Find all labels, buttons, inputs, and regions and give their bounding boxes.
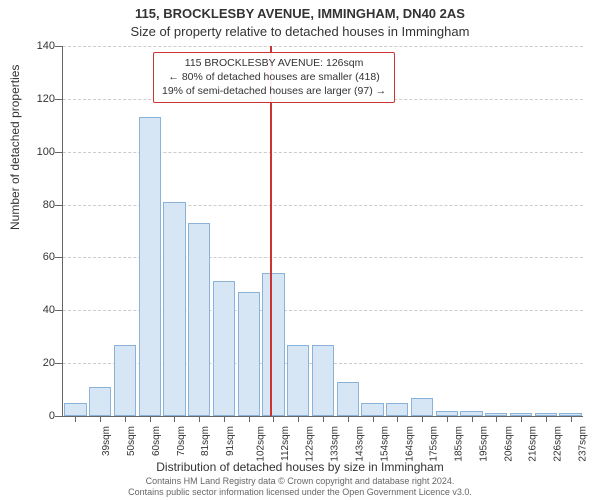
y-tick xyxy=(55,99,63,100)
callout-line: 19% of semi-detached houses are larger (… xyxy=(162,84,386,98)
x-tick-label: 216sqm xyxy=(528,426,539,462)
y-tick-label: 140 xyxy=(25,40,55,52)
x-tick-label: 60sqm xyxy=(151,426,162,456)
histogram-bar xyxy=(337,382,359,416)
x-tick xyxy=(150,416,151,422)
x-tick xyxy=(496,416,497,422)
x-tick-label: 185sqm xyxy=(454,426,465,462)
callout-box: 115 BROCKLESBY AVENUE: 126sqm← 80% of de… xyxy=(153,52,395,103)
x-tick xyxy=(447,416,448,422)
footer-line-1: Contains HM Land Registry data © Crown c… xyxy=(0,476,600,487)
x-tick xyxy=(397,416,398,422)
x-tick xyxy=(546,416,547,422)
footer-line-2: Contains public sector information licen… xyxy=(0,487,600,498)
histogram-bar xyxy=(89,387,111,416)
y-tick-label: 0 xyxy=(25,410,55,422)
y-tick xyxy=(55,257,63,258)
x-tick xyxy=(373,416,374,422)
histogram-bar xyxy=(361,403,383,416)
x-tick xyxy=(125,416,126,422)
x-tick-label: 154sqm xyxy=(379,426,390,462)
y-axis-title: Number of detached properties xyxy=(8,65,22,230)
x-tick xyxy=(174,416,175,422)
histogram-bar xyxy=(238,292,260,416)
x-tick xyxy=(298,416,299,422)
histogram-bar xyxy=(188,223,210,416)
chart-footer: Contains HM Land Registry data © Crown c… xyxy=(0,476,600,498)
y-tick xyxy=(55,310,63,311)
x-tick-label: 91sqm xyxy=(225,426,236,456)
x-tick-label: 39sqm xyxy=(101,426,112,456)
y-tick xyxy=(55,363,63,364)
x-tick-label: 164sqm xyxy=(404,426,415,462)
histogram-bar xyxy=(163,202,185,416)
x-tick xyxy=(472,416,473,422)
x-tick xyxy=(323,416,324,422)
y-tick-label: 100 xyxy=(25,146,55,158)
histogram-bar xyxy=(114,345,136,416)
x-tick xyxy=(249,416,250,422)
x-tick xyxy=(273,416,274,422)
gridline xyxy=(63,46,583,47)
x-tick-label: 237sqm xyxy=(577,426,588,462)
chart-title-sub: Size of property relative to detached ho… xyxy=(0,24,600,39)
x-tick-label: 206sqm xyxy=(503,426,514,462)
histogram-bar xyxy=(262,273,284,416)
y-tick xyxy=(55,416,63,417)
y-tick xyxy=(55,46,63,47)
y-tick xyxy=(55,205,63,206)
x-tick-label: 50sqm xyxy=(126,426,137,456)
x-tick xyxy=(100,416,101,422)
y-tick-label: 80 xyxy=(25,199,55,211)
x-tick xyxy=(422,416,423,422)
callout-line: 115 BROCKLESBY AVENUE: 126sqm xyxy=(162,56,386,70)
x-tick-label: 122sqm xyxy=(305,426,316,462)
histogram-bar xyxy=(64,403,86,416)
histogram-bar xyxy=(139,117,161,416)
x-tick-label: 226sqm xyxy=(553,426,564,462)
y-tick-label: 120 xyxy=(25,93,55,105)
callout-line: ← 80% of detached houses are smaller (41… xyxy=(162,70,386,84)
histogram-bar xyxy=(213,281,235,416)
y-tick-label: 20 xyxy=(25,357,55,369)
x-tick xyxy=(348,416,349,422)
x-tick-label: 112sqm xyxy=(280,426,291,461)
x-tick xyxy=(521,416,522,422)
x-tick-label: 81sqm xyxy=(200,426,211,456)
x-tick xyxy=(75,416,76,422)
x-tick xyxy=(224,416,225,422)
x-tick-label: 70sqm xyxy=(176,426,187,456)
x-tick-label: 175sqm xyxy=(429,426,440,462)
x-tick-label: 133sqm xyxy=(330,426,341,462)
y-tick xyxy=(55,152,63,153)
histogram-bar xyxy=(411,398,433,417)
x-tick-label: 102sqm xyxy=(256,426,267,462)
chart-title-main: 115, BROCKLESBY AVENUE, IMMINGHAM, DN40 … xyxy=(0,6,600,21)
x-tick-label: 143sqm xyxy=(355,426,366,462)
y-tick-label: 60 xyxy=(25,251,55,263)
histogram-bar xyxy=(386,403,408,416)
x-tick xyxy=(571,416,572,422)
histogram-bar xyxy=(287,345,309,416)
x-tick xyxy=(199,416,200,422)
histogram-bar xyxy=(312,345,334,416)
x-tick-label: 195sqm xyxy=(478,426,489,462)
chart-plot-area: 02040608010012014039sqm50sqm60sqm70sqm81… xyxy=(62,46,583,417)
x-axis-title: Distribution of detached houses by size … xyxy=(0,460,600,474)
y-tick-label: 40 xyxy=(25,304,55,316)
